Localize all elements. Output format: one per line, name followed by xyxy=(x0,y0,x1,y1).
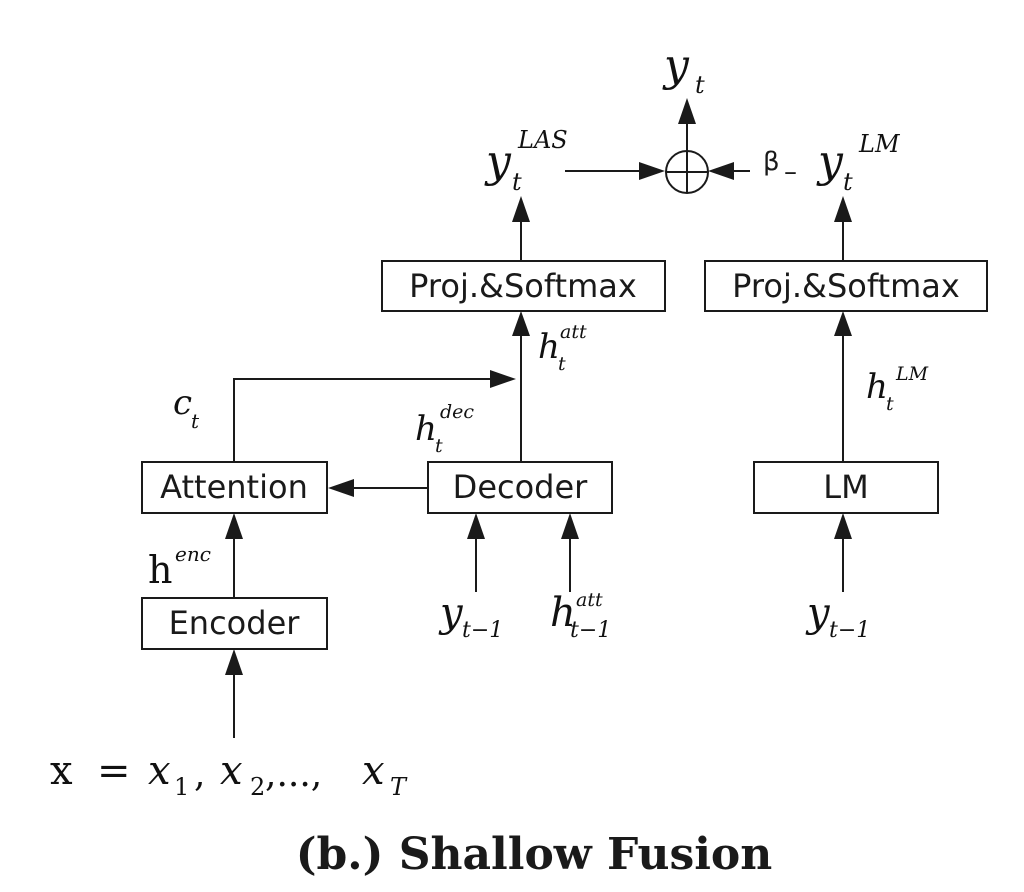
diagram-caption: (b.) Shallow Fusion xyxy=(296,829,773,880)
input-x1: x xyxy=(148,748,171,794)
lm-box: LM xyxy=(753,461,939,514)
arrow-input-to-encoder xyxy=(225,649,243,738)
h-t-minus-1-att-base: h xyxy=(550,590,576,636)
arrow-proj-right-to-yt-lm xyxy=(834,196,852,261)
y-t-las-sup: LAS xyxy=(517,126,568,154)
decoder-box: Decoder xyxy=(427,461,613,514)
y-t-minus-1-lm-sub: t−1 xyxy=(829,618,870,643)
input-x2-sub: 2 xyxy=(250,773,265,801)
input-xT: x xyxy=(362,748,385,794)
h-t-lm-base: h xyxy=(866,367,888,407)
arrow-lm-to-proj-right xyxy=(834,311,852,462)
arrow-encoder-to-attention xyxy=(225,513,243,598)
arrow-yt-minus-1-to-decoder xyxy=(467,513,485,592)
input-x1-sub: 1 xyxy=(174,773,189,801)
input-xT-sub: T xyxy=(390,773,408,801)
arrow-ht-minus-1-att-to-decoder xyxy=(561,513,579,592)
arrow-yt-minus-1-to-lm xyxy=(834,513,852,592)
y-t-minus-1-dec-sub: t−1 xyxy=(462,618,503,643)
y-t-minus-1-lm-base: y xyxy=(805,590,831,636)
input-x2: x xyxy=(220,748,243,794)
h-t-dec-sub: t xyxy=(435,435,443,457)
minus-sign: – xyxy=(784,157,797,187)
h-t-att-sub: t xyxy=(558,353,566,375)
label-y-t: y t xyxy=(662,40,705,99)
y-t-lm-sub: t xyxy=(843,168,853,196)
arrow-beta-to-sum xyxy=(708,162,750,180)
arrow-decoder-to-attention xyxy=(328,479,428,497)
label-h-t-minus-1-att: h t−1 att xyxy=(550,589,611,643)
input-equals: = xyxy=(97,748,131,794)
label-h-t-lm: h t LM xyxy=(866,363,929,415)
c-t-base: c xyxy=(173,383,192,423)
input-comma: , xyxy=(194,754,205,795)
h-t-lm-sub: t xyxy=(886,393,894,415)
arrow-proj-left-to-yt-las xyxy=(512,196,530,261)
y-t-lm-sup: LM xyxy=(858,130,901,158)
label-y-t-minus-1-lm: y t−1 xyxy=(805,590,870,643)
proj-softmax-right-label: Proj.&Softmax xyxy=(732,267,960,305)
h-t-dec-base: h xyxy=(415,409,437,449)
y-t-minus-1-dec-base: y xyxy=(438,590,464,636)
y-t-base: y xyxy=(662,40,690,91)
label-h-enc: h enc xyxy=(148,542,211,592)
arrow-decoder-to-proj-left xyxy=(512,311,530,462)
lm-label: LM xyxy=(823,468,868,506)
proj-softmax-right-box: Proj.&Softmax xyxy=(704,260,988,312)
h-t-minus-1-att-sub: t−1 xyxy=(570,618,611,643)
input-ellipsis: ,..., xyxy=(265,754,322,795)
h-enc-base: h xyxy=(148,548,172,592)
encoder-label: Encoder xyxy=(169,604,301,642)
arrow-sum-to-yt xyxy=(678,98,696,151)
label-c-t: c t xyxy=(173,383,200,433)
h-t-minus-1-att-sup: att xyxy=(576,589,603,611)
decoder-label: Decoder xyxy=(453,468,589,506)
y-t-lm-base: y xyxy=(816,136,844,187)
y-t-las-sub: t xyxy=(512,168,522,196)
y-t-sub: t xyxy=(695,71,705,99)
h-enc-sup: enc xyxy=(175,542,211,566)
label-y-t-las: y t LAS xyxy=(484,126,568,196)
proj-softmax-left-box: Proj.&Softmax xyxy=(381,260,666,312)
attention-label: Attention xyxy=(160,468,308,506)
y-t-las-base: y xyxy=(484,136,512,187)
input-x: x xyxy=(50,748,73,794)
label-h-t-dec: h t dec xyxy=(415,401,474,457)
h-t-dec-sup: dec xyxy=(440,401,474,423)
c-t-sub: t xyxy=(191,409,200,433)
sum-node xyxy=(665,150,709,194)
attention-box: Attention xyxy=(141,461,328,514)
h-t-lm-sup: LM xyxy=(895,363,929,385)
h-t-att-base: h xyxy=(538,327,560,367)
encoder-box: Encoder xyxy=(141,597,328,650)
label-y-t-minus-1-dec: y t−1 xyxy=(438,590,503,643)
arrow-yt-las-to-sum xyxy=(565,162,665,180)
label-h-t-att: h t att xyxy=(538,321,587,375)
arrow-attention-context-to-ht-att xyxy=(233,370,516,462)
h-t-att-sup: att xyxy=(560,321,587,343)
beta-label: β xyxy=(763,147,780,177)
proj-softmax-left-label: Proj.&Softmax xyxy=(409,267,637,305)
input-sequence: x = x 1 , x 2 ,..., x T xyxy=(50,748,408,801)
label-y-t-lm: y t LM xyxy=(816,130,901,196)
